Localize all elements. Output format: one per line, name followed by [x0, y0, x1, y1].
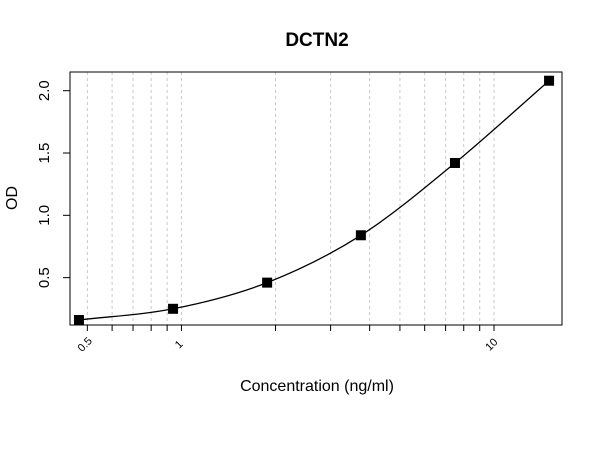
- y-tick-label-1: 1.0: [36, 205, 53, 226]
- data-points: [73, 75, 555, 326]
- y-axis-title: OD: [4, 186, 21, 210]
- x-axis: 0.5 1 10: [76, 325, 500, 355]
- fit-curve: [78, 80, 550, 321]
- y-tick-label-0: 0.5: [36, 267, 53, 288]
- chart-title: DCTN2: [285, 30, 348, 51]
- plot-area: [69, 71, 563, 326]
- data-point-3: [355, 230, 366, 241]
- y-axis: 0.5 1.0 1.5 2.0: [36, 80, 70, 288]
- data-point-2: [262, 277, 273, 288]
- grid: [86, 72, 495, 325]
- data-point-1: [168, 303, 179, 314]
- data-point-0: [73, 315, 84, 326]
- data-point-4: [449, 157, 460, 168]
- data-point-5: [544, 75, 555, 86]
- y-tick-label-2: 1.5: [36, 143, 53, 164]
- x-axis-title: Concentration (ng/ml): [240, 378, 394, 395]
- y-tick-label-3: 2.0: [36, 80, 53, 101]
- x-tick-label-0: 0.5: [76, 335, 95, 354]
- x-tick-label-1: 1: [173, 338, 186, 351]
- x-tick-label-2: 10: [483, 336, 500, 353]
